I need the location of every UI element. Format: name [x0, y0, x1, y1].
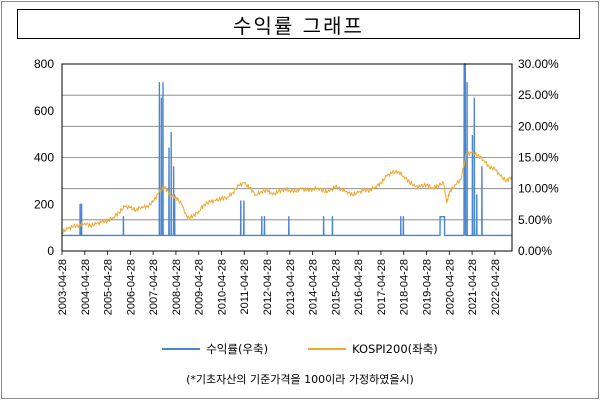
legend-swatch-kospi	[308, 348, 347, 350]
x-tick-label: 2021-04-28	[467, 259, 479, 315]
x-tick-label: 2011-04-28	[239, 259, 251, 314]
right-tick-label: 0.00%	[518, 244, 552, 258]
series-line-kospi200	[61, 150, 513, 234]
chart-title-box: 수익률 그래프	[17, 9, 580, 39]
x-tick-label: 2019-04-28	[421, 259, 433, 315]
x-tick-label: 2015-04-28	[330, 259, 342, 315]
legend: 수익률(우축) KOSPI200(좌축)	[0, 340, 600, 358]
x-tick-label: 2009-04-28	[194, 259, 206, 315]
x-tick-label: 2008-04-28	[171, 259, 183, 315]
legend-item-kospi: KOSPI200(좌축)	[308, 341, 438, 357]
x-tick-label: 2018-04-28	[399, 259, 411, 315]
x-tick-label: 2007-04-28	[148, 259, 160, 315]
chart-title: 수익률 그래프	[233, 13, 364, 38]
right-tick-label: 20.00%	[518, 119, 559, 133]
x-tick-label: 2004-04-28	[80, 259, 92, 315]
x-tick-label: 2012-04-28	[262, 259, 274, 315]
x-tick-label: 2003-04-28	[57, 259, 69, 315]
left-tick-label: 400	[34, 151, 54, 165]
x-tick-label: 2016-04-28	[353, 259, 365, 315]
x-tick-label: 2006-04-28	[125, 259, 137, 315]
series-line-returns	[62, 63, 512, 237]
legend-label-kospi: KOSPI200(좌축)	[352, 342, 438, 356]
left-tick-label: 600	[34, 104, 54, 118]
x-tick-label: 2013-04-28	[285, 259, 297, 315]
x-tick-label: 2005-04-28	[103, 259, 115, 315]
right-tick-label: 25.00%	[518, 88, 559, 102]
series-layer	[61, 63, 513, 237]
right-tick-label: 5.00%	[518, 213, 552, 227]
x-axis: 2003-04-28 2004-04-28 2005-04-28 2006-04-28…	[57, 251, 502, 315]
left-axis: 0 200 400 600 800	[34, 57, 54, 258]
left-tick-label: 200	[34, 197, 54, 211]
right-tick-label: 30.00%	[518, 57, 559, 71]
left-tick-label: 0	[47, 244, 54, 258]
legend-swatch-returns	[162, 348, 201, 350]
legend-label-returns: 수익률(우축)	[206, 342, 269, 356]
x-tick-label: 2010-04-28	[216, 259, 228, 315]
x-tick-label: 2017-04-28	[376, 259, 388, 315]
x-tick-label: 2014-04-28	[308, 259, 320, 315]
plot-border	[61, 63, 513, 252]
left-tick-label: 800	[34, 57, 54, 71]
right-axis: 0.00% 5.00% 10.00% 15.00% 20.00% 25.00% 30.00%	[518, 57, 559, 258]
x-tick-label: 2020-04-28	[444, 259, 456, 315]
x-tick-label: 2022-04-28	[490, 259, 502, 315]
legend-item-returns: 수익률(우축)	[162, 341, 268, 357]
right-tick-label: 15.00%	[518, 151, 559, 165]
footnote: (*기초자산의 기준가격을 100이라 가정하였을시)	[186, 373, 414, 386]
right-tick-label: 10.00%	[518, 182, 559, 196]
